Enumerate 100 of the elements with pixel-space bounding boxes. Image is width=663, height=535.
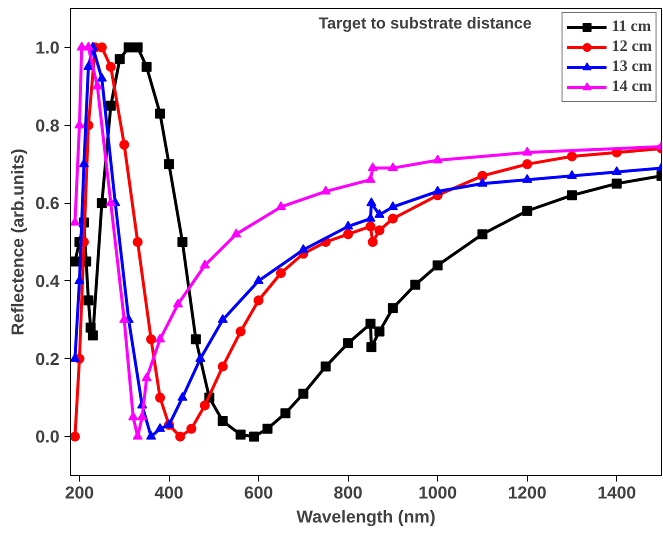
point [254, 295, 264, 306]
point [78, 158, 89, 168]
point [124, 42, 134, 52]
point [374, 326, 384, 337]
x-tick-label: 200 [65, 482, 94, 502]
y-tick-label: 0.8 [35, 115, 60, 136]
point [128, 411, 138, 420]
point [365, 221, 376, 232]
point [132, 237, 143, 247]
point [388, 303, 398, 314]
point [477, 170, 488, 181]
point [374, 209, 384, 218]
point [96, 72, 107, 82]
legend-label: 12 cm [612, 38, 652, 56]
point [83, 295, 94, 306]
point [276, 201, 286, 210]
point [186, 424, 196, 434]
point [164, 159, 174, 170]
point [177, 237, 188, 247]
legend-label: 14 cm [612, 78, 652, 96]
point [172, 298, 183, 308]
point [132, 42, 143, 52]
point [155, 392, 166, 403]
point [74, 120, 84, 128]
point [280, 408, 290, 418]
legend-label: 13 cm [612, 58, 652, 76]
x-tick-label: 1200 [508, 482, 546, 502]
y-axis-title: Reflectence (arb.units) [7, 148, 28, 336]
x-tick-label: 400 [154, 482, 184, 502]
point [195, 353, 206, 362]
x-tick-label: 800 [334, 482, 363, 502]
point [298, 388, 308, 399]
point [432, 186, 443, 195]
point [320, 186, 331, 195]
point [88, 330, 98, 340]
point [106, 197, 116, 206]
point [218, 416, 228, 426]
point [146, 430, 156, 440]
point [366, 197, 376, 206]
point [522, 174, 532, 183]
point [236, 430, 246, 440]
point [106, 62, 116, 72]
point [612, 178, 622, 189]
point [388, 214, 398, 224]
point [155, 334, 166, 342]
point [119, 140, 130, 150]
point [236, 326, 246, 336]
point [320, 362, 331, 372]
point [106, 100, 116, 111]
point [374, 225, 384, 236]
point [114, 54, 125, 64]
point [254, 275, 264, 284]
point [343, 220, 354, 230]
x-tick-label: 1000 [418, 482, 457, 502]
point [388, 162, 398, 172]
point [155, 423, 166, 432]
point [137, 411, 148, 420]
point [96, 198, 107, 208]
point [365, 174, 376, 183]
y-tick-label: 0.4 [35, 270, 60, 291]
point [368, 162, 378, 172]
point [477, 178, 488, 187]
point [218, 362, 228, 372]
point [566, 170, 577, 179]
point [96, 42, 107, 52]
point [92, 80, 102, 90]
point [200, 400, 210, 410]
point [231, 228, 242, 238]
point [249, 432, 260, 442]
point [83, 61, 94, 70]
point [368, 237, 378, 247]
x-tick-label: 1400 [597, 482, 636, 502]
point [432, 154, 443, 164]
point [146, 334, 156, 344]
y-tick-label: 1.0 [35, 37, 60, 58]
point [74, 275, 84, 284]
point [366, 342, 376, 352]
point [365, 212, 376, 222]
point [566, 151, 577, 162]
point [218, 314, 228, 323]
point [142, 62, 152, 72]
point [142, 372, 152, 382]
point [155, 108, 166, 119]
point [70, 353, 80, 362]
point [175, 432, 186, 442]
point [477, 229, 488, 240]
point [119, 314, 130, 323]
point [522, 206, 532, 216]
point [566, 190, 577, 200]
point [388, 201, 398, 210]
point [365, 318, 376, 329]
point [276, 268, 286, 278]
legend-title: Target to substrate distance [318, 16, 532, 33]
point [190, 334, 201, 344]
point [522, 159, 532, 170]
point [200, 260, 210, 268]
point [522, 146, 532, 156]
point [612, 166, 622, 176]
point [432, 260, 443, 270]
x-tick-label: 600 [244, 482, 274, 502]
